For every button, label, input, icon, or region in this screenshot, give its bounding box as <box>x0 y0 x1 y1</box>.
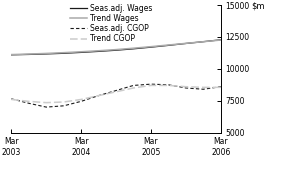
Seas.adj. CGOP <box>10 98 13 100</box>
Trend Wages <box>132 47 135 49</box>
Seas.adj. Wages <box>132 48 135 50</box>
Seas.adj. CGOP <box>80 100 83 102</box>
Trend CGOP <box>201 86 205 88</box>
Trend CGOP <box>132 87 135 89</box>
Legend: Seas.adj. Wages, Trend Wages, Seas.adj. CGOP, Trend CGOP: Seas.adj. Wages, Trend Wages, Seas.adj. … <box>70 4 152 43</box>
Trend Wages <box>27 53 31 55</box>
Trend Wages <box>62 52 65 54</box>
Trend CGOP <box>27 100 31 102</box>
Seas.adj. Wages <box>44 53 48 55</box>
Seas.adj. Wages <box>80 51 83 53</box>
Seas.adj. Wages <box>184 42 188 45</box>
Seas.adj. Wages <box>10 54 13 56</box>
Seas.adj. Wages <box>219 39 222 41</box>
Seas.adj. Wages <box>97 50 100 52</box>
Seas.adj. CGOP <box>201 88 205 90</box>
Seas.adj. CGOP <box>149 83 153 85</box>
Trend CGOP <box>167 84 170 86</box>
Trend Wages <box>219 39 222 41</box>
Seas.adj. CGOP <box>184 87 188 89</box>
Trend Wages <box>44 52 48 54</box>
Trend CGOP <box>10 98 13 100</box>
Trend Wages <box>167 44 170 46</box>
Seas.adj. CGOP <box>62 105 65 107</box>
Trend Wages <box>80 51 83 53</box>
Trend CGOP <box>62 101 65 103</box>
Line: Seas.adj. CGOP: Seas.adj. CGOP <box>11 84 221 107</box>
Trend CGOP <box>44 102 48 104</box>
Seas.adj. CGOP <box>132 84 135 86</box>
Seas.adj. CGOP <box>219 86 222 88</box>
Trend CGOP <box>219 86 222 88</box>
Trend CGOP <box>114 91 118 93</box>
Trend Wages <box>201 41 205 43</box>
Seas.adj. Wages <box>167 44 170 46</box>
Trend Wages <box>114 49 118 51</box>
Trend Wages <box>97 50 100 52</box>
Trend CGOP <box>184 86 188 88</box>
Seas.adj. CGOP <box>114 89 118 91</box>
Seas.adj. Wages <box>27 53 31 55</box>
Seas.adj. CGOP <box>167 84 170 86</box>
Trend Wages <box>149 46 153 48</box>
Seas.adj. Wages <box>114 49 118 51</box>
Seas.adj. CGOP <box>97 95 100 97</box>
Line: Trend Wages: Trend Wages <box>11 40 221 55</box>
Trend CGOP <box>80 98 83 100</box>
Seas.adj. Wages <box>62 52 65 54</box>
Trend Wages <box>10 54 13 56</box>
Trend CGOP <box>97 95 100 97</box>
Seas.adj. CGOP <box>27 102 31 104</box>
Line: Seas.adj. Wages: Seas.adj. Wages <box>11 40 221 55</box>
Seas.adj. CGOP <box>44 106 48 108</box>
Y-axis label: $m: $m <box>252 1 265 10</box>
Trend CGOP <box>149 84 153 86</box>
Seas.adj. Wages <box>149 46 153 48</box>
Line: Trend CGOP: Trend CGOP <box>11 85 221 103</box>
Seas.adj. Wages <box>201 41 205 43</box>
Trend Wages <box>184 42 188 44</box>
